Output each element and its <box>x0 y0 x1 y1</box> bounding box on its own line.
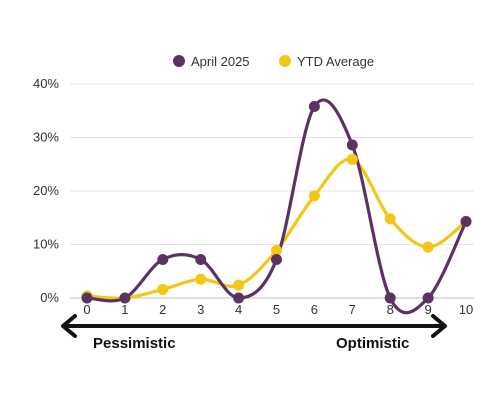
x-tick-label: 9 <box>424 302 431 317</box>
data-point-april-2025 <box>384 292 396 304</box>
legend: April 2025 YTD Average <box>173 54 374 69</box>
data-point-april-2025 <box>119 292 131 304</box>
data-point-ytd-average <box>195 273 207 285</box>
sentiment-arrow <box>61 314 447 338</box>
x-tick-label: 7 <box>349 302 356 317</box>
data-point-april-2025 <box>460 215 472 227</box>
data-point-april-2025 <box>81 292 93 304</box>
y-tick-label: 0% <box>40 290 59 305</box>
data-point-april-2025 <box>233 292 245 304</box>
x-axis-ticks: 0 1 2 3 4 5 6 7 8 9 10 <box>83 302 473 317</box>
data-point-ytd-average <box>308 190 320 202</box>
x-tick-label: 3 <box>197 302 204 317</box>
arrow-head-right <box>431 314 447 338</box>
data-point-april-2025 <box>308 100 320 112</box>
x-tick-label: 0 <box>83 302 90 317</box>
data-point-april-2025 <box>346 139 358 151</box>
data-point-april-2025 <box>157 253 169 265</box>
legend-label-april-2025: April 2025 <box>191 54 250 69</box>
legend-marker-ytd-average <box>279 55 291 67</box>
gridlines <box>70 83 474 299</box>
y-tick-label: 30% <box>33 130 59 145</box>
y-axis-ticks: 0% 10% 20% 30% 40% <box>33 76 59 305</box>
data-point-ytd-average <box>157 283 169 295</box>
series-points <box>81 100 472 304</box>
data-point-ytd-average <box>346 153 358 165</box>
data-point-ytd-average <box>422 241 434 253</box>
series-lines <box>85 98 468 315</box>
data-point-april-2025 <box>271 253 282 265</box>
y-tick-label: 40% <box>33 76 59 91</box>
x-tick-label: 5 <box>273 302 280 317</box>
legend-marker-april-2025 <box>173 55 185 67</box>
x-tick-label: 4 <box>235 302 242 317</box>
y-tick-label: 20% <box>33 183 59 198</box>
arrow-head-left <box>61 314 77 338</box>
legend-label-ytd-average: YTD Average <box>297 54 374 69</box>
pessimistic-label: Pessimistic <box>93 335 176 352</box>
x-tick-label: 2 <box>159 302 166 317</box>
data-point-april-2025 <box>422 292 434 304</box>
y-tick-label: 10% <box>33 237 59 252</box>
x-tick-label: 6 <box>311 302 318 317</box>
data-point-ytd-average <box>233 279 245 291</box>
x-tick-label: 8 <box>387 302 394 317</box>
optimistic-label: Optimistic <box>336 335 409 352</box>
data-point-ytd-average <box>271 244 282 256</box>
series-line-april-2025 <box>85 98 468 315</box>
data-point-ytd-average <box>384 213 396 225</box>
data-point-april-2025 <box>195 253 207 265</box>
x-tick-label: 10 <box>459 302 473 317</box>
x-tick-label: 1 <box>121 302 128 317</box>
